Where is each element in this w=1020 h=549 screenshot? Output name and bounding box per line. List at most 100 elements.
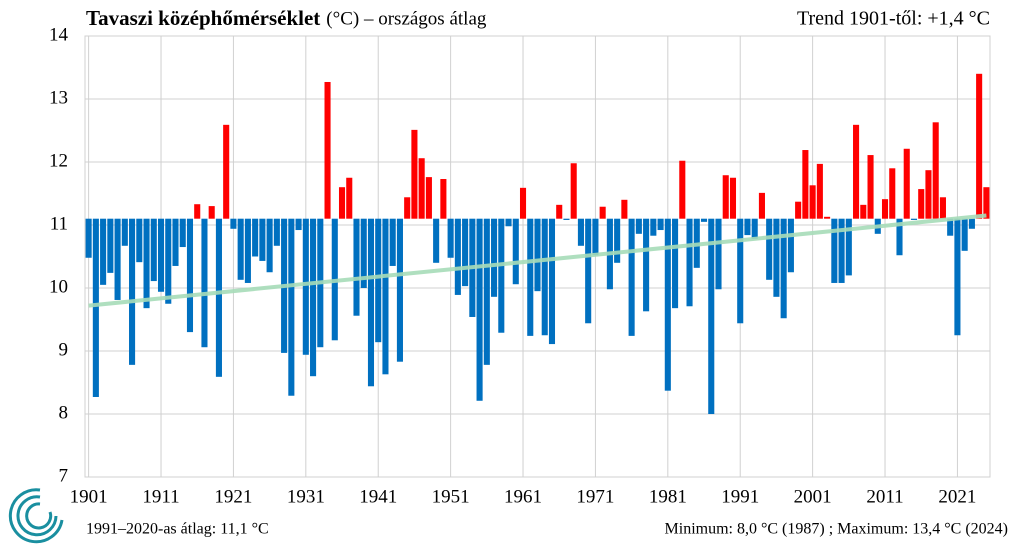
bar <box>433 218 440 263</box>
bar <box>150 218 157 282</box>
bar <box>700 218 708 222</box>
bar <box>816 163 823 219</box>
chart-title: Tavaszi középhőmérséklet <box>86 6 320 30</box>
bar <box>273 218 280 246</box>
bar <box>85 218 92 258</box>
y-tick-label: 14 <box>49 24 69 45</box>
bar <box>223 124 230 219</box>
bar <box>338 187 346 219</box>
logo <box>8 488 64 544</box>
bar <box>425 177 432 219</box>
bar <box>491 218 498 297</box>
bar <box>462 218 469 287</box>
y-tick-label: 13 <box>49 87 68 108</box>
bar <box>346 177 353 219</box>
bar <box>968 218 975 229</box>
bar <box>556 204 563 219</box>
bar <box>360 218 367 288</box>
bar <box>802 150 809 219</box>
bar <box>599 206 606 219</box>
bar <box>910 218 918 220</box>
bar <box>903 148 910 219</box>
bar <box>961 218 968 251</box>
chart-subtitle: (°C) – országos átlag <box>326 8 487 29</box>
bar <box>418 158 425 219</box>
bar <box>512 218 519 285</box>
bar <box>628 218 635 336</box>
bar <box>295 218 302 231</box>
bar <box>787 218 794 273</box>
bar <box>722 175 729 219</box>
bar <box>686 218 693 307</box>
bar <box>939 197 946 219</box>
bar <box>310 218 317 377</box>
bar <box>519 187 527 219</box>
bar <box>889 168 896 219</box>
bar <box>614 218 621 263</box>
bar <box>548 218 556 345</box>
bar <box>201 218 208 348</box>
bar <box>375 218 382 343</box>
bar <box>867 155 874 219</box>
bar <box>288 218 295 396</box>
bar <box>657 218 664 231</box>
bar <box>411 129 418 219</box>
bar <box>831 218 838 283</box>
x-tick-label: 1961 <box>504 486 542 507</box>
footer-right: Minimum: 8,0 °C (1987) ; Maximum: 13,4 °… <box>665 521 1008 538</box>
bar <box>918 189 925 219</box>
bar <box>824 216 831 219</box>
bar <box>143 218 150 309</box>
bar <box>230 218 237 229</box>
bar <box>780 218 787 319</box>
bar <box>635 218 642 234</box>
bar <box>172 218 179 266</box>
bar <box>838 218 845 283</box>
bar <box>643 218 650 312</box>
bar <box>324 81 331 219</box>
bar <box>932 122 939 219</box>
bar <box>208 206 215 219</box>
y-tick-label: 7 <box>59 465 69 486</box>
bar <box>715 218 722 290</box>
bar <box>454 218 461 295</box>
bar <box>585 218 592 324</box>
x-tick-label: 2011 <box>866 486 903 507</box>
bar <box>664 218 671 391</box>
bar <box>157 218 165 292</box>
x-tick-label: 1971 <box>576 486 614 507</box>
x-tick-label: 1981 <box>649 486 687 507</box>
y-tick-label: 10 <box>49 276 68 297</box>
bar <box>92 218 99 397</box>
bar <box>896 218 903 256</box>
bar <box>758 192 765 219</box>
x-tick-label: 1991 <box>721 486 759 507</box>
x-tick-label: 1901 <box>70 486 108 507</box>
bar <box>136 218 143 263</box>
y-tick-label: 8 <box>59 402 69 423</box>
bar <box>121 218 128 246</box>
bar <box>266 218 273 273</box>
bar <box>672 218 679 309</box>
bar <box>577 218 584 246</box>
bar <box>353 218 360 316</box>
y-tick-label: 9 <box>59 339 69 360</box>
y-tick-label: 11 <box>50 213 68 234</box>
bar <box>237 218 244 280</box>
bar <box>737 218 744 324</box>
bar <box>570 163 577 219</box>
x-tick-label: 1911 <box>142 486 179 507</box>
bar <box>853 124 860 219</box>
bar <box>114 218 121 300</box>
bar <box>881 199 889 219</box>
bar <box>729 177 737 219</box>
bar <box>252 218 259 257</box>
x-tick-label: 1951 <box>432 486 470 507</box>
bar <box>389 218 396 266</box>
trend-annotation: Trend 1901-től: +1,4 °C <box>797 8 990 30</box>
bar <box>795 201 802 219</box>
bar <box>751 218 758 239</box>
bar <box>679 160 686 219</box>
bar <box>809 185 816 219</box>
